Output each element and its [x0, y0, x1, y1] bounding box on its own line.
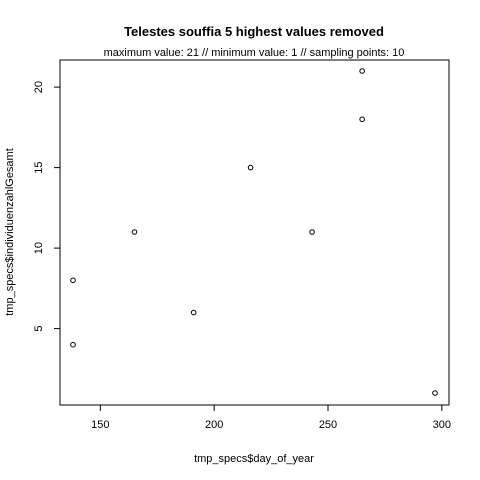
x-axis-label: tmp_specs$day_of_year [194, 453, 314, 465]
chart-title: Telestes souffia 5 highest values remove… [124, 24, 384, 39]
data-point [432, 390, 438, 396]
data-points [70, 68, 438, 396]
y-axis-label: tmp_specs$individuenzahlGesamt [4, 148, 16, 316]
x-tick-label: 150 [91, 419, 109, 431]
y-tick-label: 20 [33, 81, 45, 93]
data-point [70, 341, 76, 348]
x-tick-label: 200 [205, 419, 223, 431]
data-point [190, 309, 197, 316]
data-point [247, 164, 254, 171]
chart-subtitle: maximum value: 21 // minimum value: 1 //… [104, 47, 405, 59]
data-point [359, 68, 365, 74]
data-point [70, 277, 76, 284]
data-point [359, 116, 365, 123]
y-tick-label: 10 [33, 242, 45, 254]
data-point [309, 229, 315, 235]
data-point [131, 229, 138, 235]
plot-frame [59, 59, 450, 406]
x-tick-label: 300 [433, 419, 451, 431]
y-tick-label: 15 [33, 161, 45, 173]
x-axis: 150 200 250 300 [91, 404, 451, 431]
y-axis: 5 10 15 20 [33, 81, 61, 332]
y-tick-label: 5 [33, 326, 45, 332]
x-tick-label: 250 [319, 419, 337, 431]
